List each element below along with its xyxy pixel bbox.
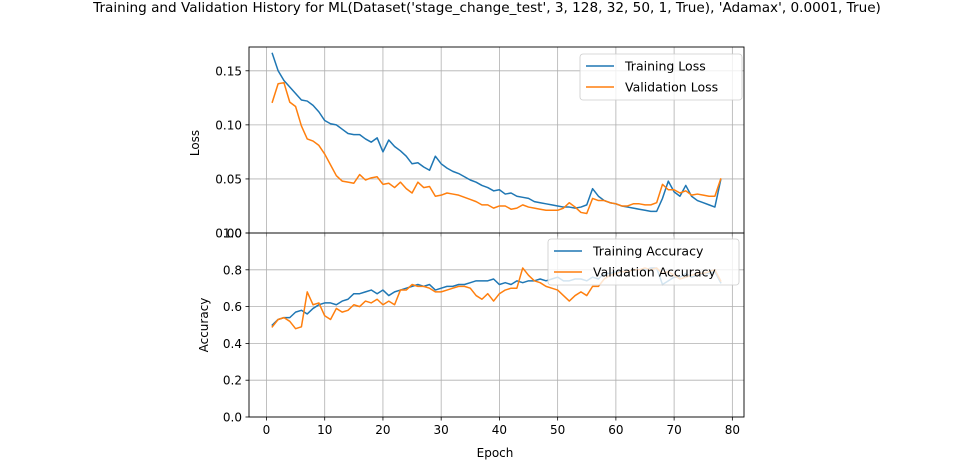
accuracy-axes-border — [248, 232, 745, 418]
x-axis-label: Epoch — [477, 446, 514, 460]
accuracy-x-tick-label: 30 — [434, 423, 449, 437]
accuracy-y-tick-label: 0.8 — [223, 263, 242, 277]
accuracy-y-tick-label: 0.2 — [223, 374, 242, 388]
accuracy-y-axis-label: Accuracy — [197, 298, 211, 353]
accuracy-x-tick-label: 40 — [492, 423, 507, 437]
loss-subplot: 0.00 0.05 0.10 0.15 Loss Training Loss Valid… — [188, 46, 745, 241]
loss-legend: Training Loss Validation Loss — [579, 53, 743, 101]
accuracy-x-tick-label: 80 — [725, 423, 740, 437]
accuracy-x-axis: 0 10 20 30 40 50 60 70 80 — [263, 417, 740, 437]
accuracy-y-tick-label: 1.0 — [223, 227, 242, 241]
accuracy-y-axis: 0.0 0.2 0.4 0.6 0.8 1.0 — [223, 227, 249, 425]
loss-y-tick-label: 0.15 — [215, 64, 242, 78]
accuracy-legend: Training Accuracy Validation Accuracy — [547, 238, 740, 286]
accuracy-y-tick-label: 0.6 — [223, 300, 242, 314]
loss-y-axis: 0.00 0.05 0.10 0.15 — [215, 64, 249, 241]
loss-legend-box — [579, 53, 743, 101]
accuracy-x-tick-label: 60 — [608, 423, 623, 437]
accuracy-x-tick-label: 50 — [550, 423, 565, 437]
accuracy-axes-frame — [248, 232, 745, 418]
loss-y-tick-label: 0.00 — [215, 227, 242, 241]
loss-series — [271, 52, 722, 215]
accuracy-x-tick-label: 70 — [666, 423, 681, 437]
loss-y-tick-label: 0.10 — [215, 118, 242, 132]
loss-legend-label: Training Loss — [624, 59, 706, 74]
accuracy-legend-label: Training Accuracy — [592, 244, 704, 259]
loss-legend-label: Validation Loss — [625, 80, 718, 95]
accuracy-x-tick-label: 10 — [317, 423, 332, 437]
accuracy-legend-label: Validation Accuracy — [593, 265, 716, 280]
accuracy-x-tick-label: 0 — [263, 423, 271, 437]
accuracy-subplot: 0.0 0.2 0.4 0.6 0.8 1.0 0 10 20 30 40 50 60 70 80 Acc… — [197, 227, 745, 460]
accuracy-y-tick-label: 0.0 — [223, 411, 242, 425]
accuracy-y-tick-label: 0.4 — [223, 337, 242, 351]
loss-y-axis-label: Loss — [188, 130, 202, 156]
loss-y-tick-label: 0.05 — [215, 172, 242, 186]
accuracy-legend-box — [547, 238, 740, 286]
figure-title: Training and Validation History for ML(D… — [92, 0, 881, 16]
accuracy-x-tick-label: 20 — [375, 423, 390, 437]
loss-series-training-line — [271, 52, 722, 213]
loss-series-validation-line — [271, 81, 722, 215]
